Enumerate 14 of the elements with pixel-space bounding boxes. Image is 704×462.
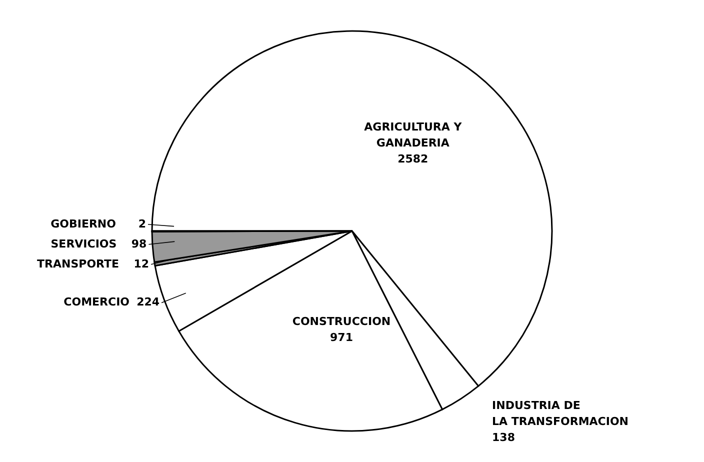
slice-label: SERVICIOS [50, 237, 117, 250]
slice-label: COMERCIO [64, 296, 130, 309]
data-label: 138 [492, 430, 515, 444]
slice-label: GOBIERNO [50, 217, 116, 230]
slice-label: INDUSTRIA DE LA TRANSFORMACION [492, 398, 629, 428]
data-label: 224 [136, 296, 160, 309]
data-label: 2 [138, 217, 146, 230]
data-label: 98 [131, 237, 147, 250]
slice-label: AGRICULTURA Y GANADERIA [364, 120, 463, 150]
data-label: 971 [330, 330, 353, 344]
slice-label: CONSTRUCCION [292, 314, 391, 328]
slice-label: TRANSPORTE [37, 257, 120, 270]
data-label: 12 [134, 257, 150, 270]
data-label: 2582 [398, 152, 428, 166]
